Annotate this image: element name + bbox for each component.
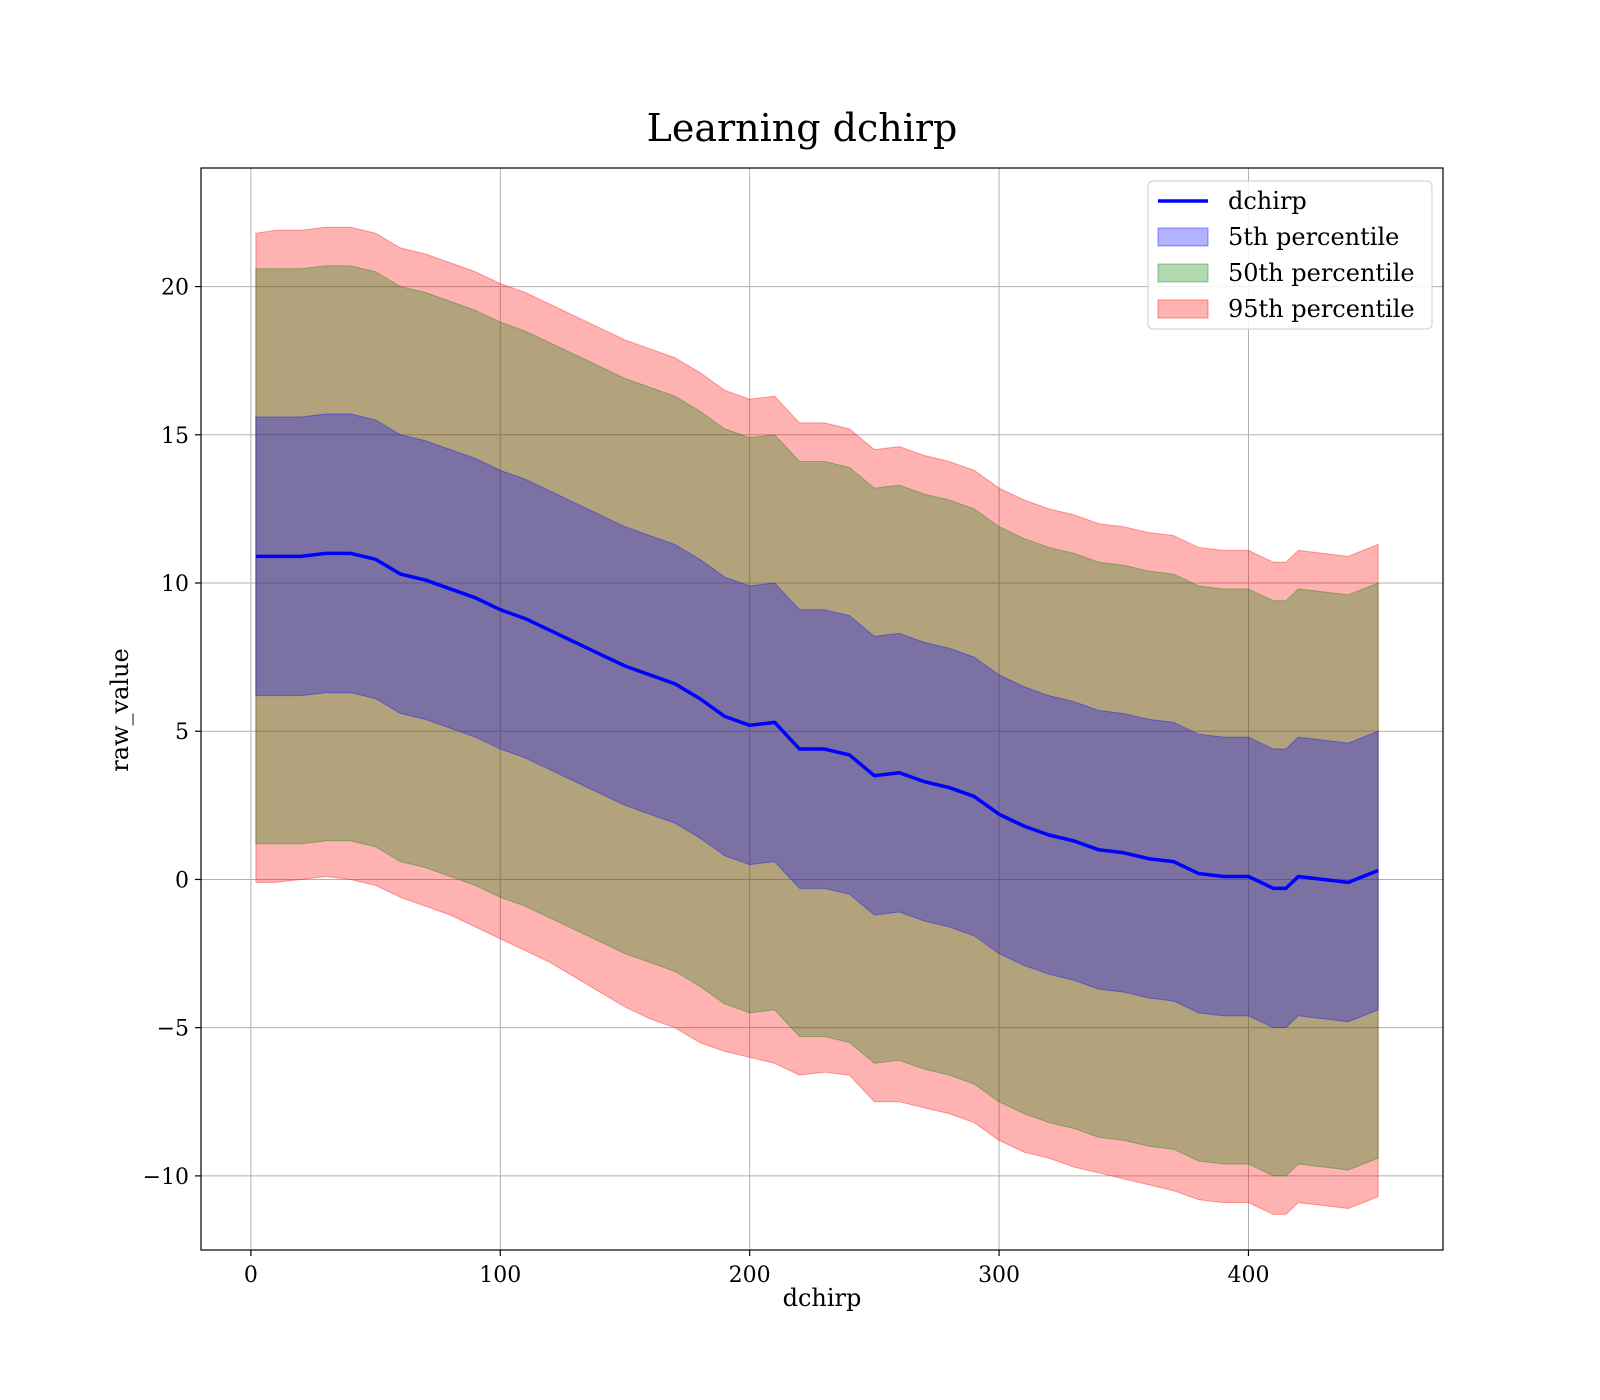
x-tick-label-0: 0 [244,1263,258,1288]
y-axis-label: raw_value [106,648,134,772]
chart-title: Learning dchirp [647,106,958,150]
x-tick-label-2: 200 [729,1263,771,1288]
legend-swatch-5th-percentile [1157,227,1209,247]
plot-background [201,168,1443,1250]
series-line-dchirp [255,551,1379,891]
y-tick-label-4: 10 [161,572,189,597]
band-5th-percentile [255,413,1379,1029]
legend-label-95th-percentile: 95th percentile [1228,295,1415,323]
x-tick-label-4: 400 [1227,1263,1269,1288]
y-tick-label-1: −5 [157,1017,189,1042]
y-tick-label-3: 5 [175,720,189,745]
legend-box [1147,180,1433,330]
x-axis: 0 100 200 300 400 [244,1250,1269,1288]
legend: dchirp 5th percentile 50th percentile 95th … [1147,180,1433,330]
band-50th-percentile [255,265,1379,1177]
x-tick-label-3: 300 [978,1263,1020,1288]
y-tick-label-5: 15 [161,424,189,449]
legend-label-50th-percentile: 50th percentile [1228,259,1415,287]
y-tick-label-2: 0 [175,868,189,893]
plot-area [200,167,1444,1251]
legend-label-dchirp: dchirp [1228,187,1307,215]
legend-label-5th-percentile: 5th percentile [1228,223,1399,251]
y-tick-label-6: 20 [161,276,189,301]
plot-frame [200,167,1444,1251]
y-axis: −10 −5 0 5 10 15 20 [143,276,201,1190]
percentile-bands [255,226,1379,1215]
legend-swatch-50th-percentile [1157,263,1209,283]
grid [201,168,1443,1250]
series-line-group [255,551,1379,891]
x-axis-label: dchirp [783,1284,862,1312]
legend-swatch-95th-percentile [1157,299,1209,319]
x-tick-label-1: 100 [479,1263,521,1288]
y-tick-label-0: −10 [143,1165,189,1190]
band-95th-percentile [255,226,1379,1215]
